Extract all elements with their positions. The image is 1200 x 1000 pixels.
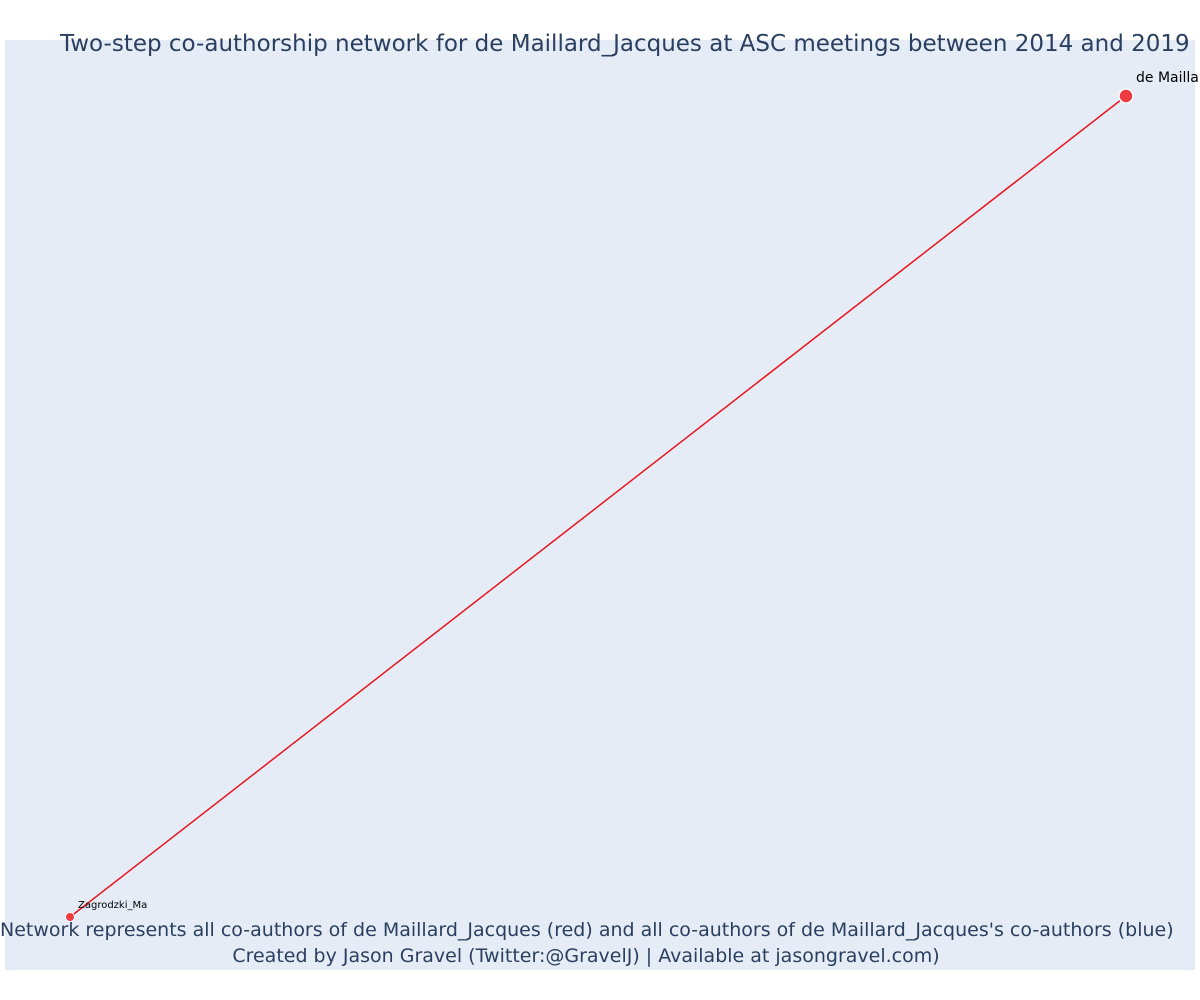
node-focal-author[interactable] (1118, 88, 1134, 104)
figure-title: Two-step co-authorship network for de Ma… (60, 31, 1190, 57)
node-label-co-author: Zagrodzki_Ma (78, 900, 147, 911)
caption-line-2: Created by Jason Gravel (Twitter:@Gravel… (232, 945, 940, 967)
node-co-author[interactable] (65, 912, 75, 922)
edge-focal-coauthor1 (69, 95, 1127, 918)
node-label-focal: de Mailla (1136, 70, 1199, 86)
caption-line-1: Network represents all co-authors of de … (0, 919, 1174, 941)
